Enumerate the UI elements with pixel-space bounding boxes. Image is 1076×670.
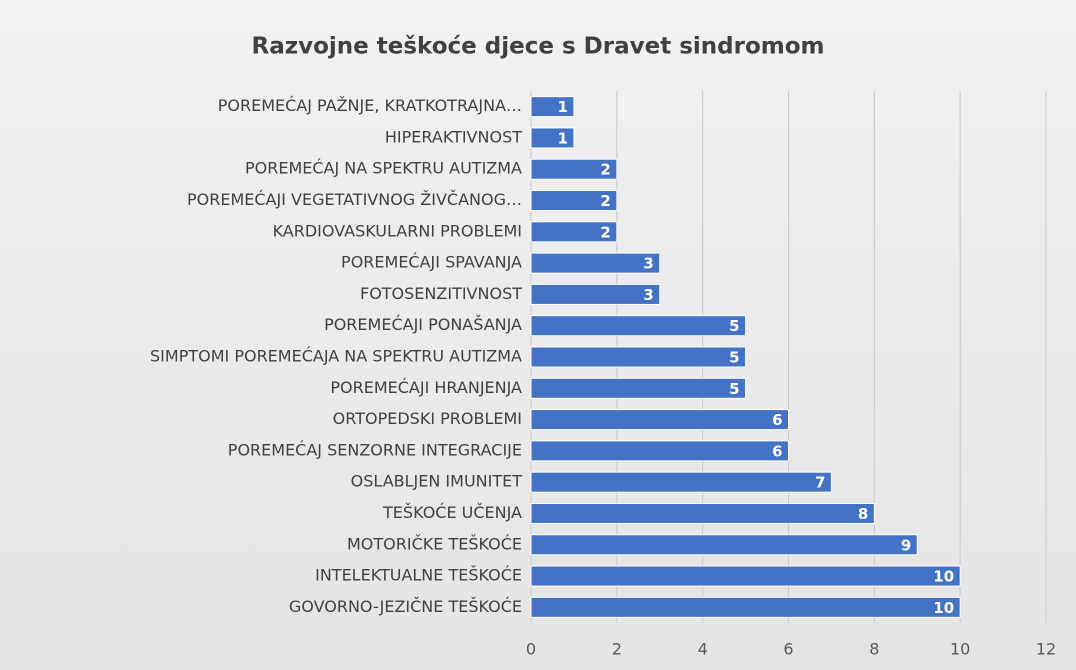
bar bbox=[530, 315, 747, 337]
data-label: 9 bbox=[901, 536, 911, 554]
bar bbox=[530, 534, 918, 556]
y-tick-label: HIPERAKTIVNOST bbox=[385, 127, 522, 146]
bar bbox=[530, 127, 575, 149]
y-tick-label: INTELEKTUALNE TEŠKOĆE bbox=[315, 566, 522, 585]
y-tick-label: ORTOPEDSKI PROBLEMI bbox=[333, 409, 522, 428]
bar bbox=[530, 409, 789, 431]
y-tick-label: SIMPTOMI POREMEĆAJA NA SPEKTRU AUTIZMA bbox=[150, 347, 522, 366]
y-tick-label: POREMEĆAJI HRANJENJA bbox=[330, 378, 522, 397]
bar bbox=[530, 158, 618, 180]
x-tick-label: 12 bbox=[1036, 640, 1056, 659]
x-tick-label: 0 bbox=[526, 640, 536, 659]
data-label: 1 bbox=[557, 98, 567, 116]
bar bbox=[530, 221, 618, 243]
x-tick-label: 6 bbox=[783, 640, 793, 659]
data-label: 2 bbox=[600, 223, 610, 241]
bar bbox=[530, 502, 875, 524]
bar bbox=[530, 252, 661, 274]
bar bbox=[530, 346, 747, 368]
bar bbox=[530, 283, 661, 305]
data-label: 6 bbox=[772, 442, 782, 460]
y-tick-label: TEŠKOĆE UČENJA bbox=[382, 503, 522, 522]
data-label: 2 bbox=[600, 192, 610, 210]
x-tick-label: 4 bbox=[698, 640, 708, 659]
data-label: 2 bbox=[600, 161, 610, 179]
y-tick-label: OSLABLJEN IMUNITET bbox=[351, 472, 523, 491]
data-label: 5 bbox=[729, 380, 739, 398]
bar bbox=[530, 565, 961, 587]
data-label: 5 bbox=[729, 349, 739, 367]
chart-title: Razvojne teškoće djece s Dravet sindromo… bbox=[251, 34, 824, 60]
data-label: 3 bbox=[643, 255, 653, 273]
y-tick-label: POREMEĆAJI VEGETATIVNOG ŽIVČANOG… bbox=[187, 190, 522, 209]
x-tick-label: 2 bbox=[612, 640, 622, 659]
y-tick-label: POREMEĆAJ PAŽNJE, KRATKOTRAJNA… bbox=[218, 96, 522, 115]
x-tick-label: 10 bbox=[950, 640, 970, 659]
y-tick-label: POREMEĆAJI SPAVANJA bbox=[341, 253, 522, 272]
bar bbox=[530, 596, 961, 618]
bar bbox=[530, 440, 789, 462]
bar bbox=[530, 471, 832, 493]
y-tick-label: KARDIOVASKULARNI PROBLEMI bbox=[273, 221, 522, 240]
x-tick-label: 8 bbox=[869, 640, 879, 659]
bar bbox=[530, 96, 575, 118]
bar bbox=[530, 190, 618, 212]
bar bbox=[530, 377, 747, 399]
data-label: 5 bbox=[729, 317, 739, 335]
y-tick-label: FOTOSENZITIVNOST bbox=[360, 284, 522, 303]
y-tick-label: POREMEĆAJI PONAŠANJA bbox=[324, 315, 522, 334]
data-label: 3 bbox=[643, 286, 653, 304]
y-tick-label: GOVORNO-JEZIČNE TEŠKOĆE bbox=[289, 597, 522, 616]
y-tick-label: POREMEĆAJ SENZORNE INTEGRACIJE bbox=[228, 440, 522, 459]
data-label: 6 bbox=[772, 411, 782, 429]
data-label: 7 bbox=[815, 474, 825, 492]
data-label: 1 bbox=[557, 129, 567, 147]
data-label: 8 bbox=[858, 505, 868, 523]
data-label: 10 bbox=[933, 599, 954, 617]
y-tick-label: POREMEĆAJ NA SPEKTRU AUTIZMA bbox=[245, 159, 522, 178]
data-label: 10 bbox=[933, 568, 954, 586]
y-tick-label: MOTORIČKE TEŠKOĆE bbox=[347, 534, 522, 553]
